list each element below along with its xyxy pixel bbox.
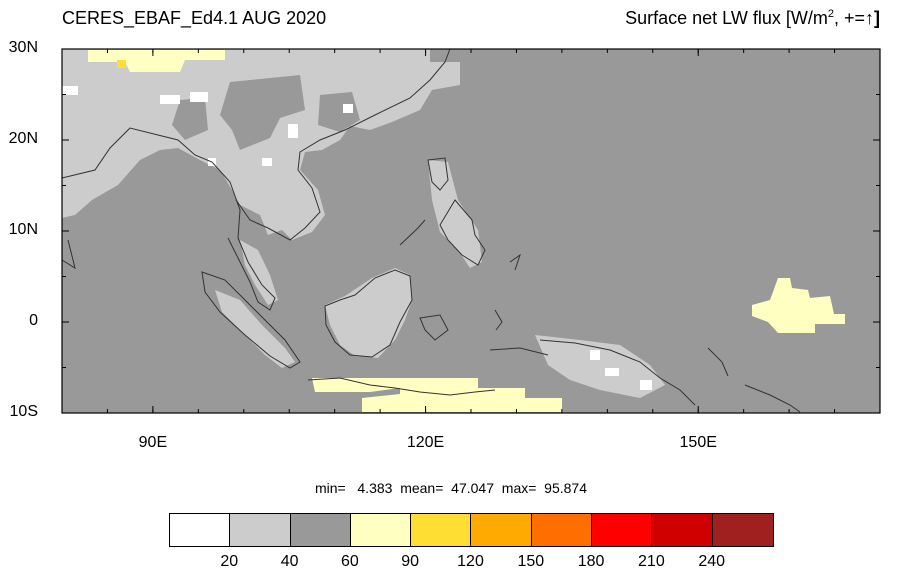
latitude-tick-label: 10N: [8, 221, 38, 238]
dataset-title: CERES_EBAF_Ed4.1 AUG 2020: [62, 8, 327, 28]
latitude-tick-label: 30N: [8, 39, 38, 56]
land-high-newguinea: [535, 335, 665, 398]
colorbar-box: [290, 514, 351, 546]
land-high-sumatra: [215, 290, 295, 368]
colorbar-box: [592, 514, 653, 546]
variable-title-suffix: , +=: [833, 8, 865, 28]
colorbar-box: [170, 514, 231, 546]
colorbar-box: [652, 514, 713, 546]
colorbar-box: [531, 514, 593, 546]
colorbar-label: 90: [401, 553, 420, 570]
tick-marks: [61, 48, 881, 414]
colorbar-box: [350, 514, 412, 546]
warm-region-java: [312, 378, 400, 392]
variable-title: Surface net LW flux [W/m2, +=↑]: [625, 8, 880, 29]
colorbar: [169, 513, 774, 547]
latitude-tick-label: 10S: [9, 403, 38, 420]
warm-region-lesser-sunda: [362, 378, 562, 412]
warm-cell-bright: [117, 60, 126, 68]
longitude-tick-label: 120E: [406, 434, 445, 451]
land-mid-patch: [220, 75, 305, 150]
field-statistics: min= 4.383 mean= 47.047 max= 95.874: [314, 480, 587, 496]
colorbar-label: 240: [698, 553, 726, 570]
variable-title-text: Surface net LW flux [W/m: [625, 8, 828, 28]
longitude-tick-label: 90E: [138, 434, 168, 451]
colorbar-label: 40: [280, 553, 299, 570]
colorbar-label: 20: [220, 553, 239, 570]
colorbar-label: 150: [517, 553, 545, 570]
land-high-malay: [240, 240, 278, 305]
land-high-borneo: [325, 268, 412, 358]
land-mid-patch: [172, 98, 208, 140]
land-high-philippines: [428, 160, 482, 268]
land-mid-patch: [318, 92, 360, 132]
unit-exponent: 2: [827, 8, 834, 20]
coastlines: [61, 48, 801, 413]
closing-bracket: ]: [874, 8, 880, 28]
upward-arrow-icon: ↑: [865, 8, 874, 28]
colorbar-box: [471, 514, 532, 546]
colorbar-label: 60: [340, 553, 359, 570]
longitude-tick-label: 150E: [679, 434, 717, 451]
colorbar-box: [411, 514, 472, 546]
colorbar-label: 210: [638, 553, 665, 570]
colorbar-box: [712, 514, 773, 546]
warm-region-north-strip: [88, 50, 225, 72]
colorbar-label: 180: [577, 553, 605, 570]
colorbar-box: [230, 514, 291, 546]
warm-region-pacific: [752, 278, 845, 333]
latitude-tick-label: 20N: [8, 130, 38, 147]
latitude-tick-label: 0: [29, 312, 38, 329]
colorbar-label: 120: [457, 553, 484, 570]
